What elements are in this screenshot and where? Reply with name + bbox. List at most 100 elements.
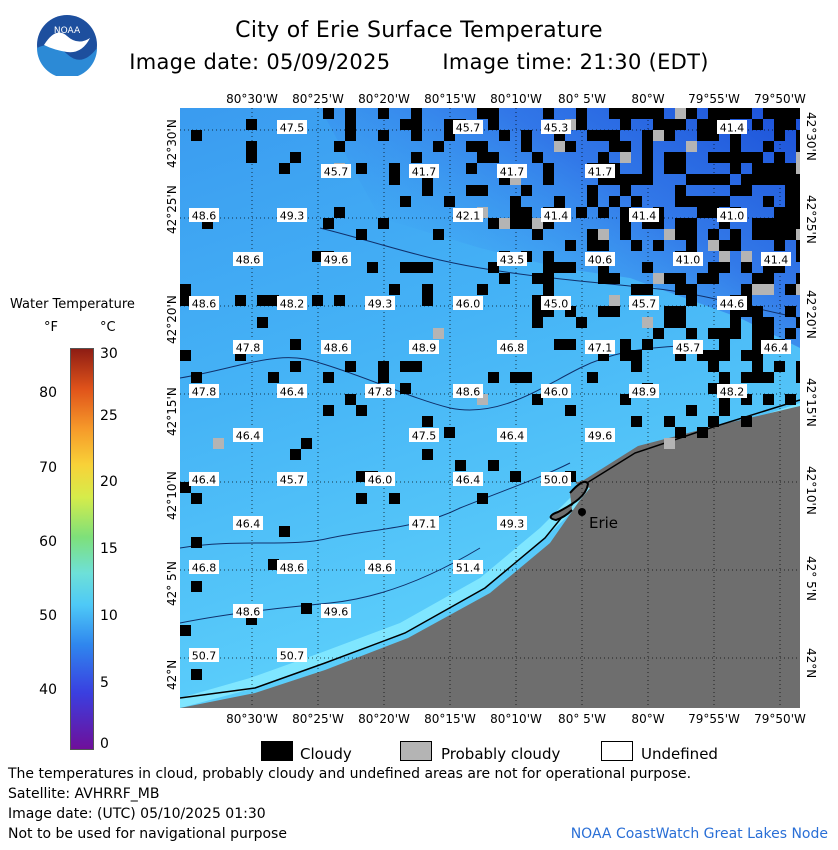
cloud-pixel <box>521 218 532 229</box>
temperature-label: 47.1 <box>585 340 615 355</box>
lon-label-bottom: 80°20'W <box>358 712 410 726</box>
contour-line <box>179 547 481 624</box>
cloud-pixel <box>477 284 488 295</box>
cloud-pixel <box>719 218 730 229</box>
c-tick: 20 <box>100 474 118 490</box>
svg-text:45.7: 45.7 <box>324 166 349 179</box>
cloud-pixel <box>763 163 774 174</box>
cloud-pixel <box>400 383 411 394</box>
cloud-pixel <box>763 141 774 152</box>
cloud-pixel <box>796 174 807 185</box>
svg-text:45.3: 45.3 <box>544 122 569 135</box>
cloud-pixel <box>598 130 609 141</box>
cloud-pixel <box>675 108 686 119</box>
svg-text:45.7: 45.7 <box>632 298 657 311</box>
svg-text:43.5: 43.5 <box>500 254 525 267</box>
cloud-pixel <box>708 273 719 284</box>
cloud-pixel <box>675 152 686 163</box>
cloud-pixel <box>345 130 356 141</box>
cloud-pixel <box>345 108 356 119</box>
lat-label-right: 42°20'N <box>804 290 818 339</box>
cloud-pixel <box>686 218 697 229</box>
cloud-pixel <box>763 372 774 383</box>
temperature-label: 41.0 <box>717 208 747 223</box>
svg-text:48.6: 48.6 <box>236 606 261 619</box>
lon-label-bottom: 80°W <box>631 712 665 726</box>
cloud-pixel <box>785 163 796 174</box>
svg-text:42.1: 42.1 <box>456 210 481 223</box>
cloud-pixel <box>422 174 433 185</box>
cloud-pixel <box>664 163 675 174</box>
temperature-label: 46.8 <box>189 560 219 575</box>
cloud-pixel <box>675 306 686 317</box>
cloud-pixel <box>697 207 708 218</box>
cloud-pixel <box>796 240 807 251</box>
cloud-pixel <box>576 108 587 119</box>
cloud-pixel <box>796 284 807 295</box>
cloud-pixel <box>752 218 763 229</box>
cloud-pixel <box>180 350 191 361</box>
cloud-pixel <box>532 229 543 240</box>
lon-label-bottom: 79°55'W <box>688 712 740 726</box>
cloud-pixel <box>763 174 774 185</box>
cloud-pixel <box>796 196 807 207</box>
svg-text:47.5: 47.5 <box>412 430 437 443</box>
svg-text:41.4: 41.4 <box>764 254 789 267</box>
cloud-pixel <box>774 119 785 130</box>
cloud-pixel <box>191 372 202 383</box>
cloud-pixel <box>191 669 202 680</box>
cloud-pixel <box>411 108 422 119</box>
cloud-pixel <box>246 152 257 163</box>
cloud-pixel <box>422 449 433 460</box>
cloud-pixel <box>785 218 796 229</box>
cloud-pixel <box>213 438 224 449</box>
cloud-pixel <box>400 262 411 273</box>
temperature-label: 47.5 <box>277 120 307 135</box>
cloud-pixel <box>741 185 752 196</box>
cloud-pixel <box>389 174 400 185</box>
cloud-pixel <box>785 229 796 240</box>
cloud-pixel <box>576 207 587 218</box>
cloud-pixel <box>378 361 389 372</box>
cloud-pixel <box>389 493 400 504</box>
c-tick: 5 <box>100 675 109 691</box>
cloud-pixel <box>444 130 455 141</box>
cloud-pixel <box>180 284 191 295</box>
cloud-pixel <box>752 229 763 240</box>
cloud-pixel <box>290 449 301 460</box>
cloud-pixel <box>719 339 730 350</box>
cloud-pixel <box>422 284 433 295</box>
cloud-pixel <box>257 317 268 328</box>
temperature-label: 50.7 <box>277 648 307 663</box>
cloud-pixel <box>411 152 422 163</box>
lat-label-left: 42°N <box>165 659 179 690</box>
svg-text:46.0: 46.0 <box>368 474 393 487</box>
cloud-pixel <box>708 130 719 141</box>
svg-text:41.0: 41.0 <box>676 254 701 267</box>
cloud-pixel <box>686 108 697 119</box>
cloud-pixel <box>422 295 433 306</box>
cloud-pixel <box>675 427 686 438</box>
cloud-pixel <box>686 174 697 185</box>
cloud-pixel <box>587 372 598 383</box>
cloud-pixel <box>708 361 719 372</box>
cloud-pixel <box>675 218 686 229</box>
temperature-label: 46.0 <box>453 296 483 311</box>
temperature-label: 41.7 <box>585 164 615 179</box>
cloud-pixel <box>620 152 631 163</box>
temperature-label: 47.8 <box>233 340 263 355</box>
cloud-pixel <box>774 240 785 251</box>
temperature-label: 45.7 <box>453 120 483 135</box>
cloud-pixel <box>620 108 631 119</box>
cloud-pixel <box>521 372 532 383</box>
svg-text:46.8: 46.8 <box>192 562 217 575</box>
credit-link[interactable]: NOAA CoastWatch Great Lakes Node <box>570 826 828 842</box>
cloud-pixel <box>532 152 543 163</box>
temperature-label: 49.6 <box>321 252 351 267</box>
cloud-pixel <box>455 460 466 471</box>
svg-text:45.7: 45.7 <box>280 474 305 487</box>
cloud-pixel <box>708 174 719 185</box>
temperature-label: 46.0 <box>541 384 571 399</box>
cloud-pixel <box>653 240 664 251</box>
cloud-pixel <box>642 218 653 229</box>
